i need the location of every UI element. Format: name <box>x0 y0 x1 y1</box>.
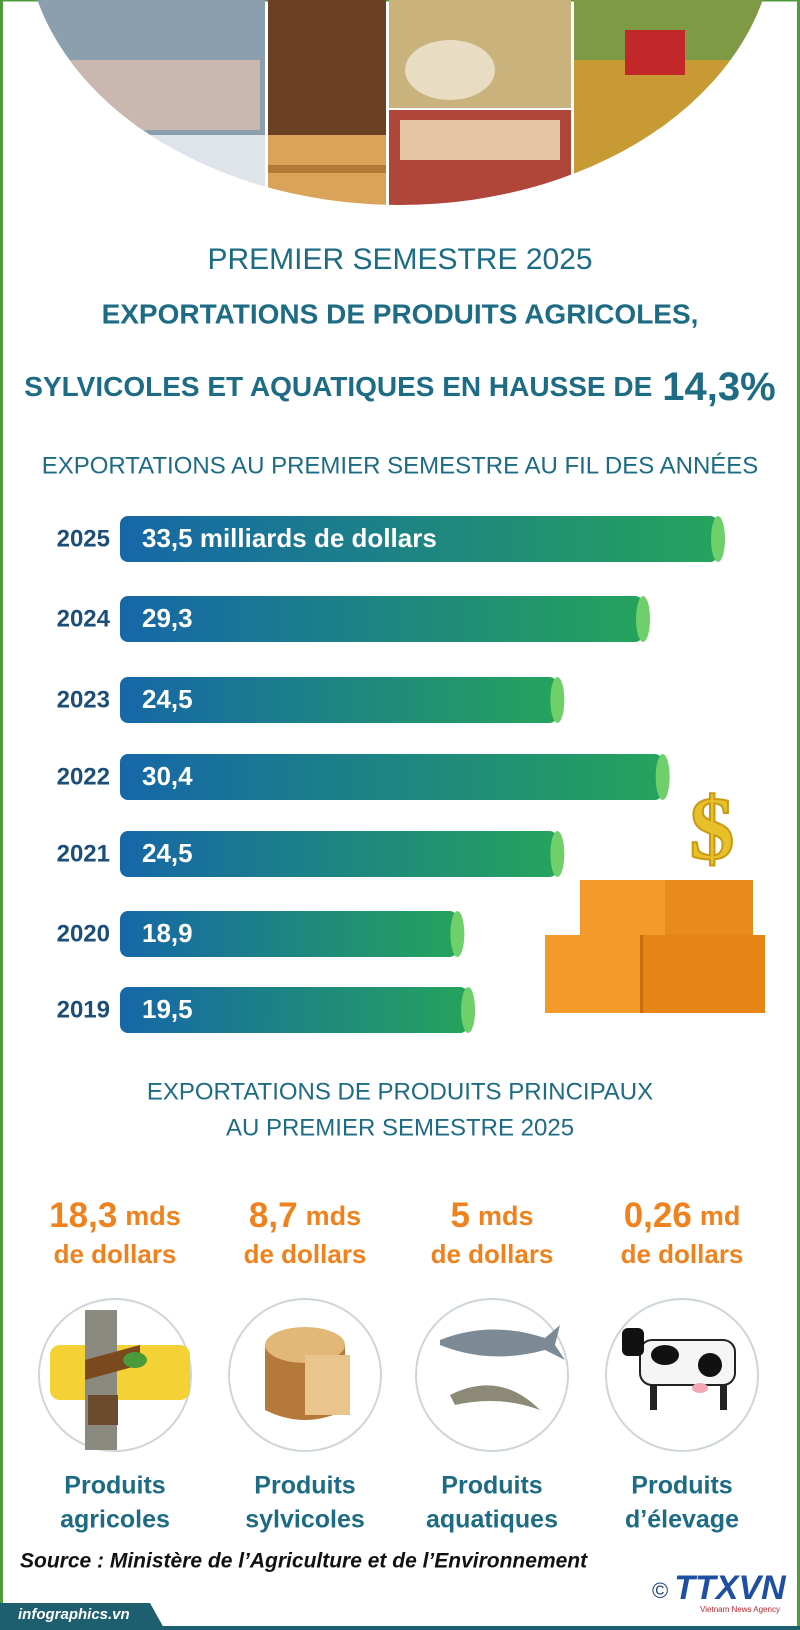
footer-site: infographics.vn <box>18 1606 130 1623</box>
product-name: Produits <box>441 1472 542 1500</box>
bar <box>120 677 558 723</box>
category-label: 2022 <box>57 763 110 790</box>
boxes-illustration: $ <box>545 779 765 1013</box>
bar-cap <box>655 754 670 800</box>
category-label: 2025 <box>57 525 110 552</box>
icon-agricultural <box>50 1310 190 1450</box>
footer-line <box>0 1626 800 1630</box>
logo-subtitle: Vietnam News Agency <box>700 1605 780 1614</box>
value-label: 18,9 <box>142 918 193 948</box>
bar-cap <box>711 516 725 562</box>
product-amount: 8,7 mds <box>249 1196 361 1235</box>
value-label: 19,5 <box>142 994 193 1024</box>
amount-number: 18,3 <box>49 1196 117 1235</box>
source: Source : Ministère de l’Agriculture et d… <box>20 1550 588 1573</box>
bar-cap <box>450 911 465 957</box>
icon-aquatic <box>440 1325 565 1410</box>
bar <box>120 516 718 562</box>
logo: TTXVN <box>674 1569 787 1607</box>
amount-number: 5 <box>451 1196 470 1235</box>
product-amount: 18,3 mds <box>49 1196 181 1235</box>
bar <box>120 754 663 800</box>
product-amount: 0,26 md <box>624 1196 741 1235</box>
product-name: sylvicoles <box>245 1506 365 1534</box>
product-icon-circle <box>415 1298 569 1452</box>
header-title: SYLVICOLES ET AQUATIQUES EN HAUSSE DE 14,… <box>24 365 775 409</box>
bar <box>120 911 458 957</box>
value-label: 33,5 milliards de dollars <box>142 523 437 553</box>
product-amount-unit: de dollars <box>244 1239 367 1269</box>
amount-unit: md <box>700 1201 741 1231</box>
bar-cap <box>550 831 565 877</box>
product-amount-unit: de dollars <box>431 1239 554 1269</box>
copyright: © <box>652 1578 668 1603</box>
footer-band <box>0 1603 165 1630</box>
header-highlight: 14,3% <box>662 365 775 409</box>
bar-cap <box>636 596 651 642</box>
bar <box>120 831 558 877</box>
category-label: 2023 <box>57 686 110 713</box>
bar-cap <box>461 987 476 1033</box>
bar <box>120 596 644 642</box>
amount-number: 8,7 <box>249 1196 298 1235</box>
header-title: EXPORTATIONS DE PRODUITS AGRICOLES, <box>102 298 699 329</box>
product-name: Produits <box>254 1472 355 1500</box>
value-label: 29,3 <box>142 603 193 633</box>
category-label: 2020 <box>57 920 110 947</box>
category-label: 2021 <box>57 840 110 867</box>
value-label: 30,4 <box>142 761 193 791</box>
category-label: 2024 <box>57 605 111 632</box>
product-name: Produits <box>631 1472 732 1500</box>
value-label: 24,5 <box>142 838 193 868</box>
category-label: 2019 <box>57 996 110 1023</box>
header-title-text: SYLVICOLES ET AQUATIQUES EN HAUSSE DE <box>24 371 652 402</box>
section-title: EXPORTATIONS DE PRODUITS PRINCIPAUX <box>147 1078 653 1105</box>
icon-livestock <box>622 1328 736 1410</box>
bar-chart: 2025 33,5 milliards de dollars 2024 29,3 202… <box>57 516 725 1033</box>
bar-cap <box>550 677 565 723</box>
bar <box>120 987 469 1033</box>
product-amount-unit: de dollars <box>54 1239 177 1269</box>
amount-unit: mds <box>125 1201 181 1231</box>
header-line: PREMIER SEMESTRE 2025 <box>207 243 592 276</box>
product-amount: 5 mds <box>451 1196 534 1235</box>
icon-forestry <box>265 1327 350 1420</box>
svg-text:$: $ <box>690 780 735 879</box>
amount-number: 0,26 <box>624 1196 692 1235</box>
chart-title: EXPORTATIONS AU PREMIER SEMESTRE AU FIL … <box>42 452 759 479</box>
amount-unit: mds <box>478 1201 534 1231</box>
value-label: 24,5 <box>142 684 193 714</box>
amount-unit: mds <box>306 1201 362 1231</box>
product-name: aquatiques <box>426 1506 558 1534</box>
product-name: agricoles <box>60 1506 170 1534</box>
product-name: d’élevage <box>625 1506 739 1534</box>
product-name: Produits <box>64 1472 165 1500</box>
product-amount-unit: de dollars <box>621 1239 744 1269</box>
section-title: AU PREMIER SEMESTRE 2025 <box>226 1114 574 1141</box>
